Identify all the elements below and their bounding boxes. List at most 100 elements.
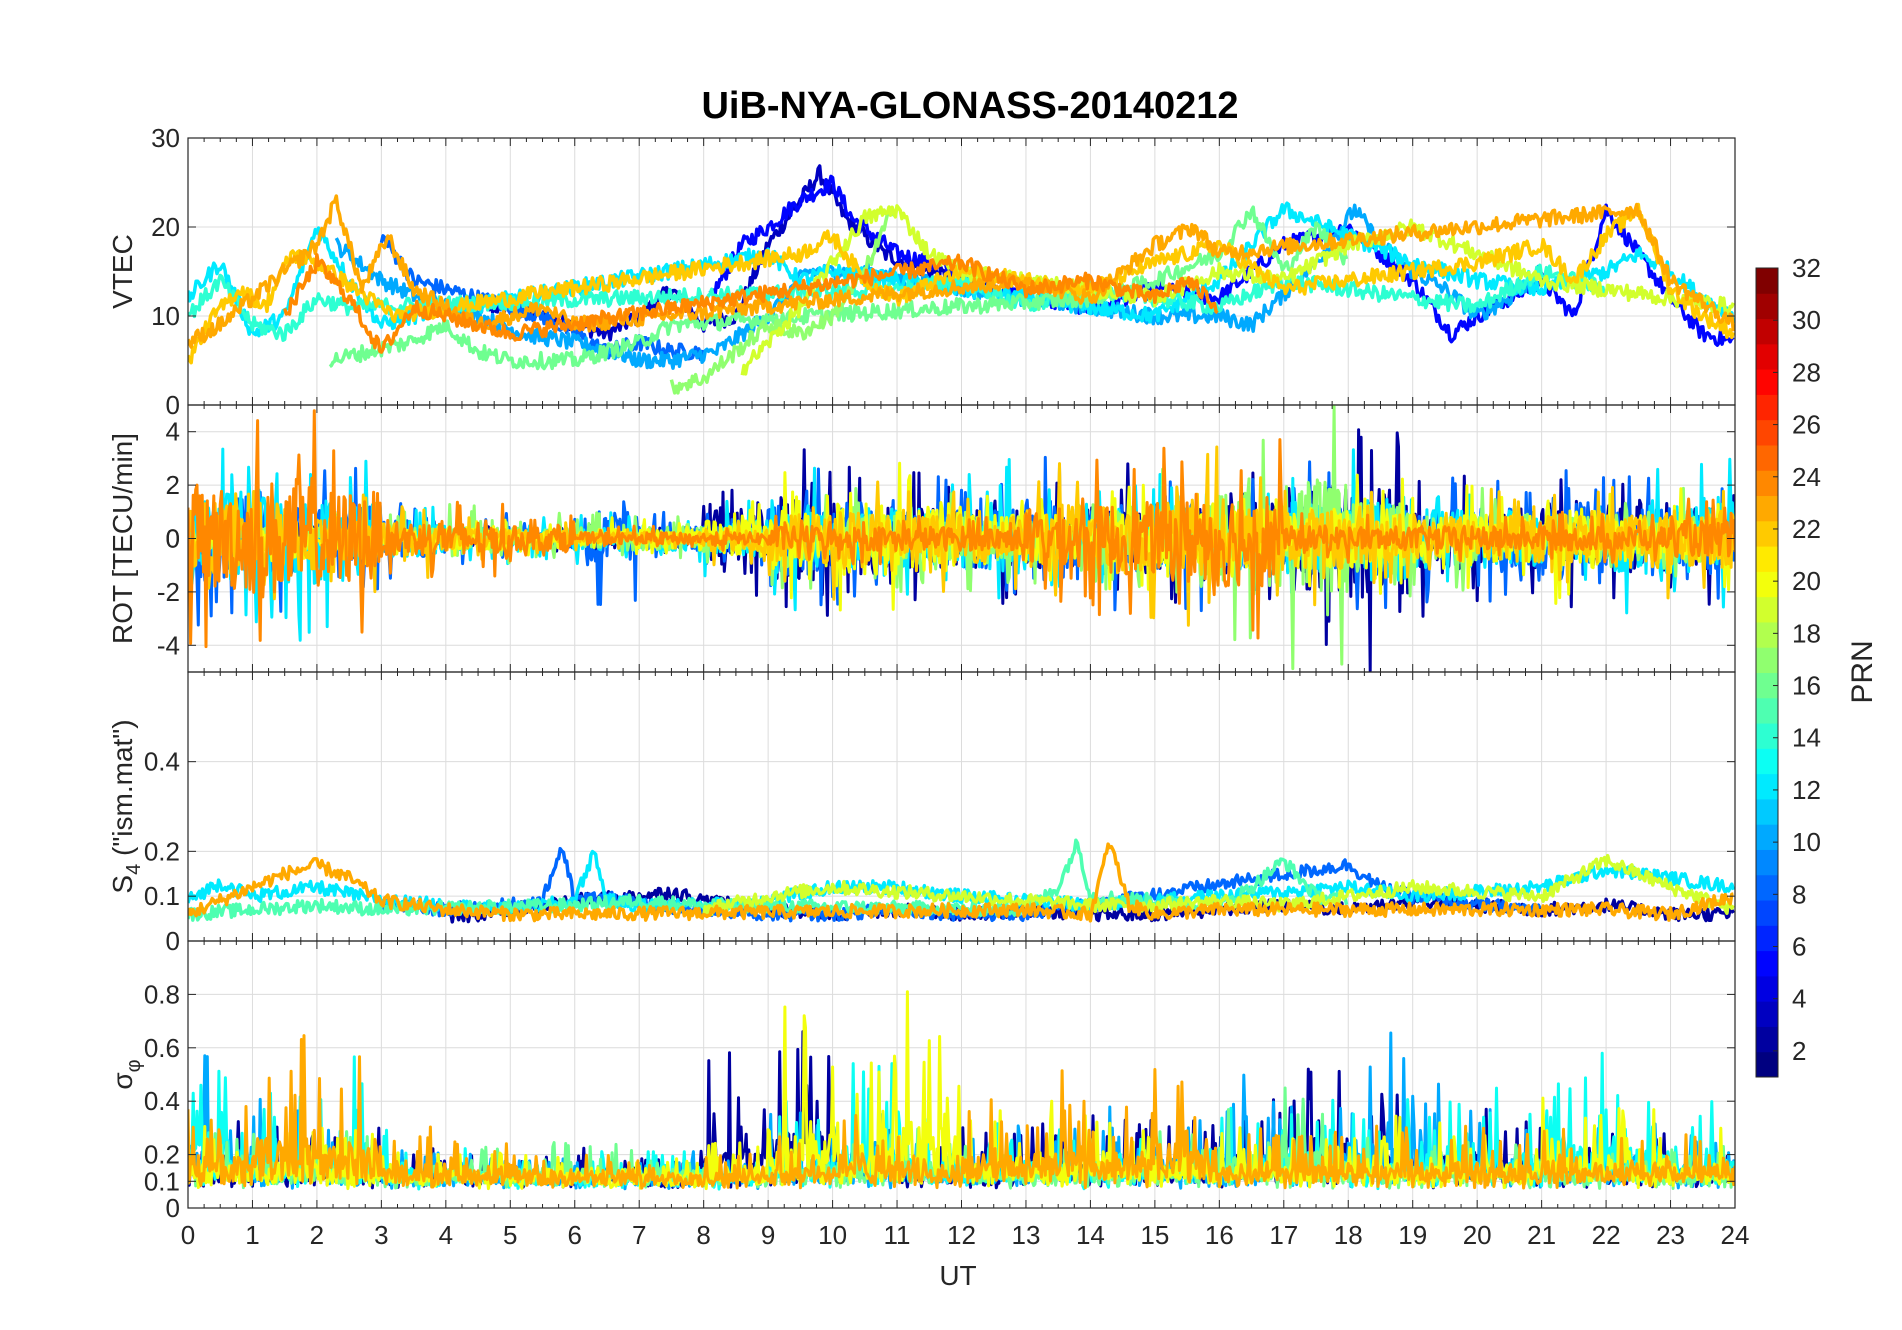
colorbar-segment	[1756, 369, 1778, 395]
colorbar-tick-label: 30	[1792, 305, 1821, 335]
x-axis-label: UT	[939, 1260, 976, 1291]
y-tick-label: 30	[151, 123, 180, 153]
y-axis-label-sub: φ	[123, 1059, 145, 1072]
colorbar-segment	[1756, 344, 1778, 370]
colorbar-tick-label: 4	[1792, 984, 1806, 1014]
colorbar-tick-label: 8	[1792, 879, 1806, 909]
y-tick-label: 10	[151, 301, 180, 331]
panel-1: 0 10 20 30 VTEC	[107, 123, 1735, 420]
x-tick-label: 16	[1205, 1220, 1234, 1250]
colorbar-segment	[1756, 774, 1778, 800]
y-tick-label: 0.8	[144, 979, 180, 1009]
y-tick-label: 2	[166, 470, 180, 500]
y-tick-label: 0.1	[144, 881, 180, 911]
x-tick-label: 23	[1656, 1220, 1685, 1250]
colorbar-segment	[1756, 824, 1778, 850]
series-group	[188, 840, 1733, 922]
colorbar-tick-label: 24	[1792, 462, 1821, 492]
colorbar-segment	[1756, 268, 1778, 294]
y-tick-label: 4	[166, 417, 180, 447]
colorbar-tick-label: 32	[1792, 253, 1821, 283]
x-tick-label: 13	[1011, 1220, 1040, 1250]
colorbar-segment	[1756, 698, 1778, 724]
colorbar-segment	[1756, 420, 1778, 446]
x-tick-label: 6	[568, 1220, 582, 1250]
x-tick-label: 21	[1527, 1220, 1556, 1250]
x-tick-label: 12	[947, 1220, 976, 1250]
x-tick-label: 5	[503, 1220, 517, 1250]
x-tick-label: 7	[632, 1220, 646, 1250]
x-tick-label: 17	[1269, 1220, 1298, 1250]
colorbar-tick-label: 10	[1792, 827, 1821, 857]
x-tick-label: 4	[439, 1220, 453, 1250]
colorbar-segment	[1756, 622, 1778, 648]
colorbar-tick-label: 16	[1792, 671, 1821, 701]
colorbar-segment	[1756, 496, 1778, 522]
x-tick-label: 20	[1463, 1220, 1492, 1250]
x-tick-labels: 0 1 2 3 4 5 6 7 8 9 10 11 12 13 14 15 16 17 18 19 20 21 22 23 24	[181, 1220, 1750, 1250]
colorbar-tick-label: 28	[1792, 357, 1821, 387]
x-tick-label: 15	[1140, 1220, 1169, 1250]
x-tick-label: 9	[761, 1220, 775, 1250]
y-axis-label: VTEC	[107, 234, 138, 309]
y-tick-label: 0	[166, 524, 180, 554]
colorbar-tick-label: 2	[1792, 1036, 1806, 1066]
colorbar-segment	[1756, 951, 1778, 977]
colorbar-tick-label: 12	[1792, 775, 1821, 805]
colorbar-segment	[1756, 445, 1778, 471]
colorbar-segment	[1756, 875, 1778, 901]
colorbar-segment	[1756, 748, 1778, 774]
y-tick-label: -4	[157, 630, 180, 660]
colorbar-tick-label: 26	[1792, 410, 1821, 440]
colorbar-segment	[1756, 1026, 1778, 1052]
colorbar-segment	[1756, 319, 1778, 345]
y-tick-label: 0.4	[144, 1086, 180, 1116]
y-axis-label: ROT [TECU/min]	[107, 433, 138, 644]
colorbar-tick-label: 6	[1792, 932, 1806, 962]
colorbar-segment	[1756, 900, 1778, 926]
y-tick-label: -2	[157, 577, 180, 607]
y-tick-label: 0.6	[144, 1033, 180, 1063]
colorbar-segment	[1756, 647, 1778, 673]
colorbar-segment	[1756, 723, 1778, 749]
x-tick-label: 11	[884, 1220, 911, 1250]
y-tick-label: 20	[151, 212, 180, 242]
series-group	[188, 166, 1733, 393]
colorbar-segment	[1756, 597, 1778, 623]
y-axis-label-sub: 4	[123, 864, 145, 875]
panel-3: 00.10.20.4S4 ("ism.mat")	[107, 672, 1735, 956]
y-tick-label: 0	[166, 1193, 180, 1223]
y-tick-label: 0.2	[144, 1140, 180, 1170]
colorbar-segment	[1756, 1001, 1778, 1027]
colorbar-tick-label: 14	[1792, 723, 1821, 753]
y-tick-label: 0	[166, 926, 180, 956]
x-tick-label: 2	[310, 1220, 324, 1250]
x-tick-label: 10	[818, 1220, 847, 1250]
panel-4: 00.10.2 0.4 0.6 0.8 σφ	[107, 941, 1735, 1223]
y-tick-label: 0	[166, 390, 180, 420]
colorbar-tick-label: 18	[1792, 618, 1821, 648]
colorbar-segment	[1756, 799, 1778, 825]
x-tick-label: 19	[1398, 1220, 1427, 1250]
y-axis-label: σφ	[107, 1059, 145, 1089]
colorbar-tick-label: 22	[1792, 514, 1821, 544]
colorbar-segment	[1756, 521, 1778, 547]
x-tick-label: 22	[1592, 1220, 1621, 1250]
y-tick-label: 0.1	[144, 1166, 180, 1196]
x-tick-label: 8	[696, 1220, 710, 1250]
y-axis-label-main: S	[107, 875, 138, 894]
colorbar-segment	[1756, 293, 1778, 319]
colorbar-segment	[1756, 976, 1778, 1002]
colorbar-segment	[1756, 1052, 1778, 1078]
x-tick-label: 18	[1334, 1220, 1363, 1250]
colorbar-segment	[1756, 394, 1778, 420]
colorbar-segment	[1756, 925, 1778, 951]
colorbar-label: PRN	[1846, 640, 1879, 703]
y-axis-label: S4 ("ism.mat")	[107, 719, 145, 893]
y-tick-label: 0.4	[144, 747, 180, 777]
x-tick-label: 1	[245, 1220, 259, 1250]
